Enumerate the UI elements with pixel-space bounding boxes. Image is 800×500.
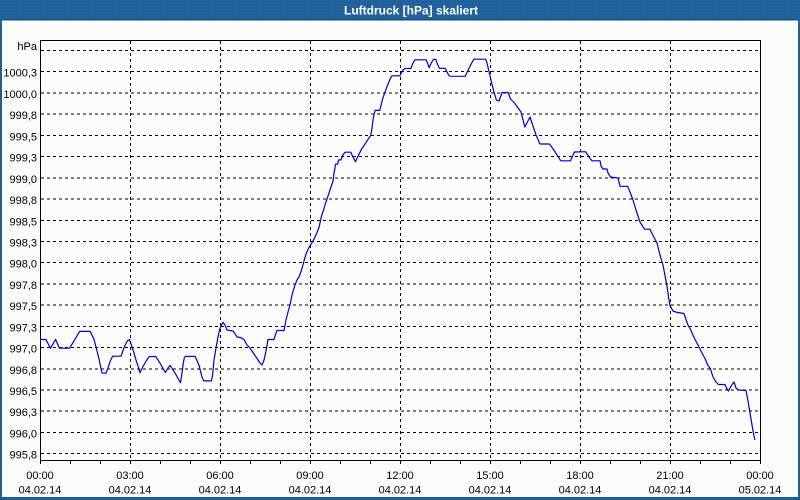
svg-text:06:00: 06:00 (206, 470, 234, 482)
svg-text:1000,0: 1000,0 (3, 89, 37, 101)
svg-text:1000,3: 1000,3 (3, 68, 37, 80)
svg-text:Luftdruck [hPa] skaliert: Luftdruck [hPa] skaliert (344, 4, 478, 18)
svg-text:996,8: 996,8 (9, 365, 37, 377)
svg-text:15:00: 15:00 (476, 470, 504, 482)
svg-text:999,8: 999,8 (9, 110, 37, 122)
svg-text:997,3: 997,3 (9, 322, 37, 334)
svg-text:04.02.14: 04.02.14 (559, 485, 602, 497)
svg-text:999,3: 999,3 (9, 153, 37, 165)
svg-text:21:00: 21:00 (656, 470, 684, 482)
svg-text:05.02.14: 05.02.14 (739, 485, 782, 497)
svg-text:996,0: 996,0 (9, 428, 37, 440)
svg-text:995,8: 995,8 (9, 450, 37, 462)
svg-text:18:00: 18:00 (566, 470, 594, 482)
svg-text:997,0: 997,0 (9, 344, 37, 356)
svg-text:997,5: 997,5 (9, 301, 37, 313)
svg-text:999,0: 999,0 (9, 174, 37, 186)
svg-text:00:00: 00:00 (26, 470, 54, 482)
svg-text:996,3: 996,3 (9, 407, 37, 419)
svg-text:04.02.14: 04.02.14 (649, 485, 692, 497)
svg-text:04.02.14: 04.02.14 (289, 485, 332, 497)
svg-text:04.02.14: 04.02.14 (469, 485, 512, 497)
svg-text:998,5: 998,5 (9, 216, 37, 228)
svg-text:998,3: 998,3 (9, 237, 37, 249)
svg-text:hPa: hPa (17, 41, 37, 53)
svg-text:04.02.14: 04.02.14 (199, 485, 242, 497)
svg-text:999,5: 999,5 (9, 131, 37, 143)
svg-text:04.02.14: 04.02.14 (19, 485, 62, 497)
svg-text:04.02.14: 04.02.14 (109, 485, 152, 497)
svg-text:12:00: 12:00 (386, 470, 414, 482)
svg-text:998,0: 998,0 (9, 259, 37, 271)
svg-text:03:00: 03:00 (116, 470, 144, 482)
svg-text:996,5: 996,5 (9, 386, 37, 398)
svg-text:09:00: 09:00 (296, 470, 324, 482)
svg-text:997,8: 997,8 (9, 280, 37, 292)
svg-text:00:00: 00:00 (746, 470, 774, 482)
svg-text:04.02.14: 04.02.14 (379, 485, 422, 497)
svg-text:998,8: 998,8 (9, 195, 37, 207)
